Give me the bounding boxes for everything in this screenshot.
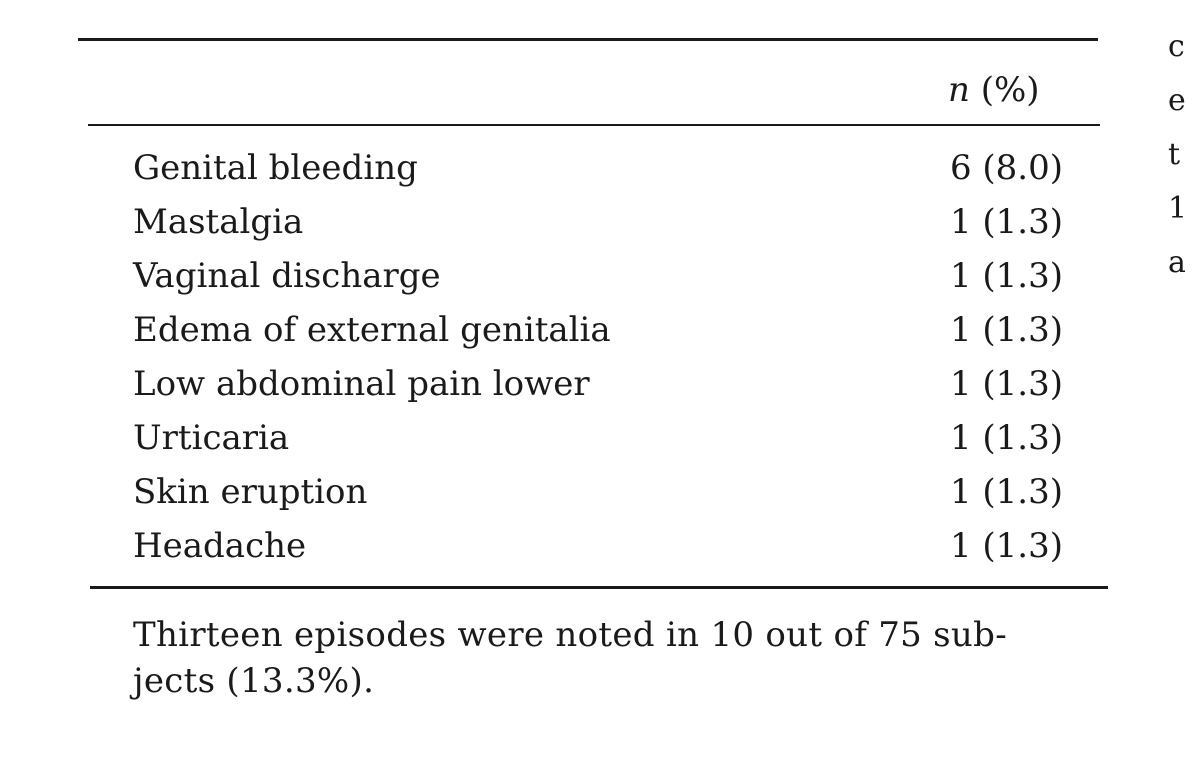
row-value: 1 (1.3)	[949, 526, 1063, 566]
column-header-percent: (%)	[969, 70, 1040, 110]
edge-glyph: e	[1168, 83, 1186, 118]
row-label: Vaginal discharge	[133, 256, 441, 296]
table-row: Vaginal discharge 1 (1.3)	[133, 251, 1063, 305]
adverse-events-table: Genital bleeding 6 (8.0) Mastalgia 1 (1.…	[133, 143, 1063, 575]
footnote-line-1: Thirteen episodes were noted in 10 out o…	[133, 615, 1007, 655]
table-bottom-rule	[90, 586, 1108, 589]
edge-glyph: t	[1168, 137, 1181, 172]
table-row: Urticaria 1 (1.3)	[133, 413, 1063, 467]
column-header: n (%)	[948, 70, 1040, 110]
row-label: Edema of external genitalia	[133, 310, 611, 350]
row-value: 1 (1.3)	[949, 364, 1063, 404]
edge-glyph: 1	[1168, 191, 1188, 226]
table-row: Low abdominal pain lower 1 (1.3)	[133, 359, 1063, 413]
row-label: Headache	[133, 526, 307, 566]
table-footnote: Thirteen episodes were noted in 10 out o…	[133, 612, 1073, 704]
adjacent-column-text: c e t 1 a	[1168, 20, 1193, 290]
row-label: Urticaria	[133, 418, 290, 458]
row-value: 6 (8.0)	[949, 148, 1063, 188]
table-row: Skin eruption 1 (1.3)	[133, 467, 1063, 521]
table-row: Mastalgia 1 (1.3)	[133, 197, 1063, 251]
row-value: 1 (1.3)	[949, 202, 1063, 242]
row-value: 1 (1.3)	[949, 310, 1063, 350]
row-label: Mastalgia	[133, 202, 304, 242]
table-row: Headache 1 (1.3)	[133, 521, 1063, 575]
row-value: 1 (1.3)	[949, 472, 1063, 512]
row-label: Low abdominal pain lower	[133, 364, 590, 404]
row-value: 1 (1.3)	[949, 256, 1063, 296]
column-header-n: n	[948, 70, 970, 110]
row-label: Skin eruption	[133, 472, 368, 512]
row-label: Genital bleeding	[133, 148, 418, 188]
edge-glyph: c	[1168, 29, 1185, 64]
edge-glyph: a	[1168, 245, 1186, 280]
table-row: Edema of external genitalia 1 (1.3)	[133, 305, 1063, 359]
table-top-rule	[78, 38, 1098, 41]
row-value: 1 (1.3)	[949, 418, 1063, 458]
footnote-line-2: jects (13.3%).	[133, 661, 375, 701]
table-header-rule	[88, 124, 1100, 126]
table-row: Genital bleeding 6 (8.0)	[133, 143, 1063, 197]
